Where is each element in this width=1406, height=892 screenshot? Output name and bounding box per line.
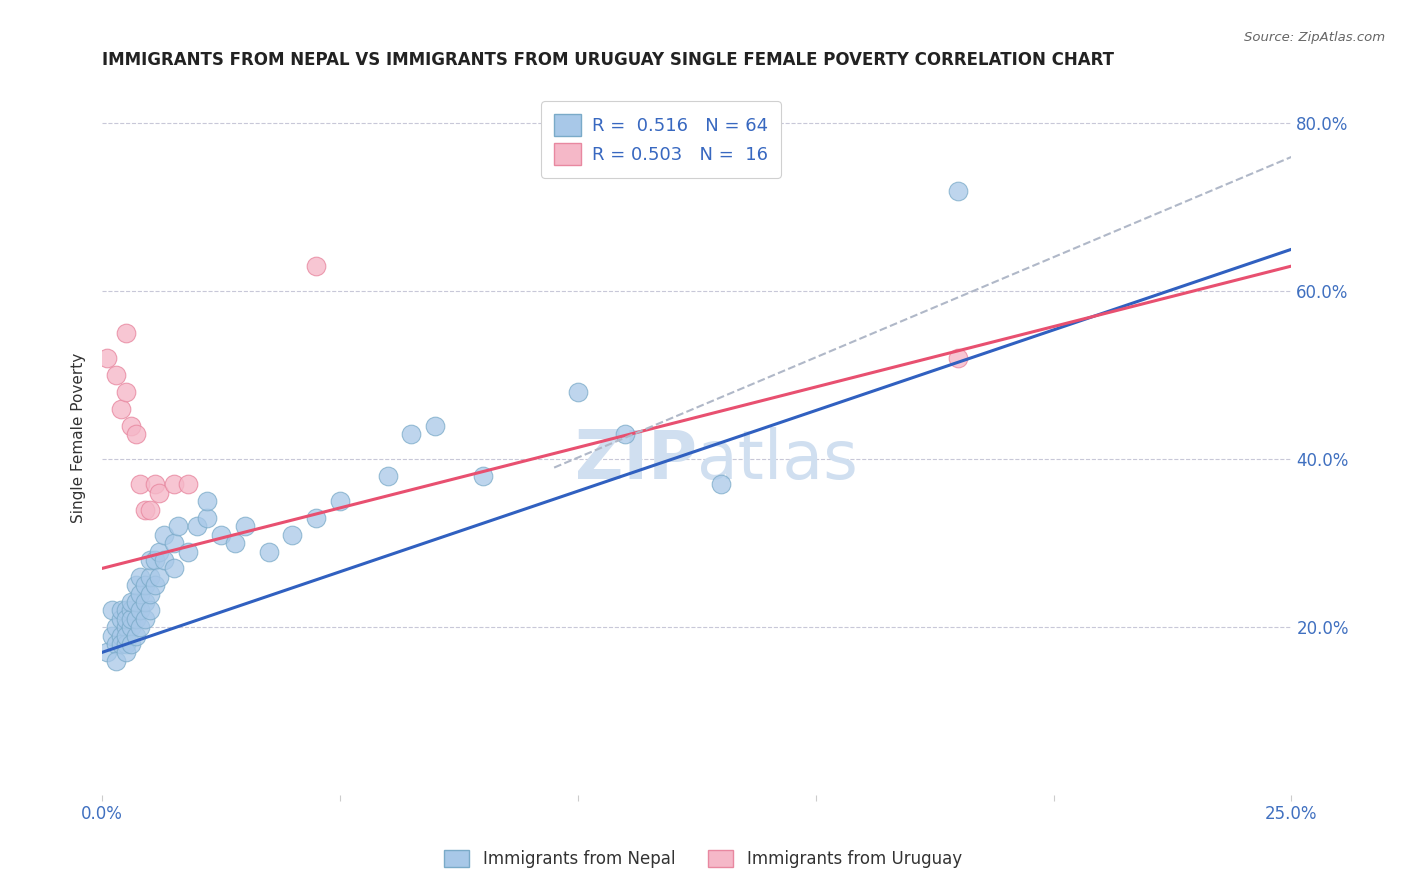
Point: [162, 536, 184, 550]
Point: [167, 519, 190, 533]
Point: [110, 612, 132, 626]
Point: [110, 628, 132, 642]
Point: [129, 620, 152, 634]
Point: [162, 477, 184, 491]
Point: [100, 603, 122, 617]
Point: [120, 637, 142, 651]
Point: [120, 595, 142, 609]
Point: [139, 570, 162, 584]
Point: [329, 494, 352, 508]
Point: [257, 544, 280, 558]
Point: [105, 637, 128, 651]
Point: [124, 427, 146, 442]
Point: [948, 351, 970, 366]
Point: [948, 184, 970, 198]
Point: [134, 502, 156, 516]
Point: [153, 553, 176, 567]
Point: [139, 553, 162, 567]
Point: [143, 553, 166, 567]
Point: [120, 603, 142, 617]
Point: [195, 494, 218, 508]
Point: [110, 603, 132, 617]
Point: [471, 469, 494, 483]
Point: [115, 645, 138, 659]
Point: [129, 477, 152, 491]
Text: atlas: atlas: [697, 426, 858, 492]
Point: [567, 384, 589, 399]
Text: ZIP: ZIP: [575, 426, 697, 492]
Point: [305, 259, 328, 273]
Point: [120, 620, 142, 634]
Point: [96, 351, 118, 366]
Point: [162, 561, 184, 575]
Point: [377, 469, 399, 483]
Point: [186, 519, 208, 533]
Point: [281, 528, 304, 542]
Point: [124, 612, 146, 626]
Point: [139, 586, 162, 600]
Point: [710, 477, 733, 491]
Point: [110, 401, 132, 416]
Point: [124, 595, 146, 609]
Legend: R =  0.516   N = 64, R = 0.503   N =  16: R = 0.516 N = 64, R = 0.503 N = 16: [541, 101, 780, 178]
Point: [129, 570, 152, 584]
Point: [115, 637, 138, 651]
Legend: Immigrants from Nepal, Immigrants from Uruguay: Immigrants from Nepal, Immigrants from U…: [437, 843, 969, 875]
Y-axis label: Single Female Poverty: Single Female Poverty: [72, 353, 86, 524]
Point: [115, 384, 138, 399]
Point: [115, 620, 138, 634]
Point: [134, 595, 156, 609]
Point: [105, 620, 128, 634]
Point: [177, 544, 200, 558]
Point: [614, 427, 637, 442]
Point: [105, 654, 128, 668]
Point: [233, 519, 256, 533]
Point: [209, 528, 232, 542]
Point: [148, 544, 170, 558]
Point: [129, 603, 152, 617]
Point: [115, 603, 138, 617]
Point: [115, 612, 138, 626]
Point: [124, 628, 146, 642]
Point: [195, 511, 218, 525]
Point: [143, 578, 166, 592]
Point: [305, 511, 328, 525]
Point: [134, 612, 156, 626]
Point: [134, 578, 156, 592]
Point: [139, 603, 162, 617]
Point: [124, 578, 146, 592]
Point: [139, 502, 162, 516]
Point: [120, 612, 142, 626]
Point: [143, 477, 166, 491]
Point: [177, 477, 200, 491]
Point: [105, 368, 128, 383]
Text: Source: ZipAtlas.com: Source: ZipAtlas.com: [1244, 31, 1385, 45]
Point: [110, 637, 132, 651]
Point: [129, 586, 152, 600]
Point: [100, 628, 122, 642]
Text: IMMIGRANTS FROM NEPAL VS IMMIGRANTS FROM URUGUAY SINGLE FEMALE POVERTY CORRELATI: IMMIGRANTS FROM NEPAL VS IMMIGRANTS FROM…: [103, 51, 1114, 69]
Point: [96, 645, 118, 659]
Point: [148, 570, 170, 584]
Point: [148, 485, 170, 500]
Point: [115, 628, 138, 642]
Point: [153, 528, 176, 542]
Point: [425, 418, 447, 433]
Point: [224, 536, 246, 550]
Point: [401, 427, 423, 442]
Point: [120, 418, 142, 433]
Point: [115, 326, 138, 341]
